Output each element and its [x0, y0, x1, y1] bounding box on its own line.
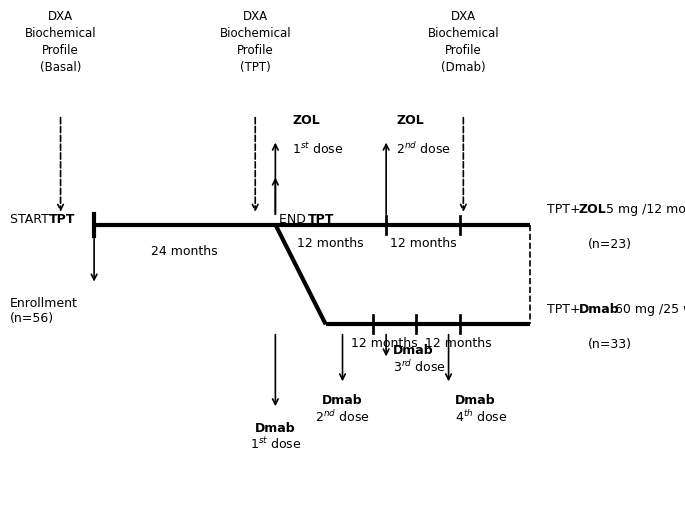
- Text: Dmab: Dmab: [322, 394, 363, 407]
- Text: START: START: [10, 213, 53, 226]
- Text: 1$^{st}$ dose: 1$^{st}$ dose: [249, 437, 301, 452]
- Text: DXA
Biochemical
Profile
(Basal): DXA Biochemical Profile (Basal): [25, 10, 97, 74]
- Text: 4$^{th}$ dose: 4$^{th}$ dose: [456, 409, 508, 425]
- Text: TPT: TPT: [49, 213, 75, 226]
- Text: ZOL: ZOL: [292, 115, 320, 127]
- Text: 12 months: 12 months: [351, 337, 418, 350]
- Text: Dmab: Dmab: [393, 344, 434, 357]
- Text: 2$^{nd}$ dose: 2$^{nd}$ dose: [315, 409, 370, 425]
- Text: 12 months: 12 months: [390, 237, 456, 250]
- Text: END: END: [279, 213, 310, 226]
- Text: 12 months: 12 months: [297, 237, 364, 250]
- Text: TPT+: TPT+: [547, 203, 581, 216]
- Text: 2$^{nd}$ dose: 2$^{nd}$ dose: [396, 142, 451, 157]
- Text: 1$^{st}$ dose: 1$^{st}$ dose: [292, 142, 344, 157]
- Text: Dmab: Dmab: [255, 421, 296, 435]
- Text: (n=33): (n=33): [588, 338, 632, 351]
- Text: ZOL: ZOL: [396, 115, 424, 127]
- Text: Dmab: Dmab: [456, 394, 496, 407]
- Text: TPT+: TPT+: [547, 303, 581, 316]
- Text: Dmab: Dmab: [579, 303, 619, 316]
- Text: 12 months: 12 months: [425, 337, 492, 350]
- Text: TPT: TPT: [308, 213, 335, 226]
- Text: DXA
Biochemical
Profile
(Dmab): DXA Biochemical Profile (Dmab): [427, 10, 499, 74]
- Text: Enrollment: Enrollment: [10, 297, 78, 310]
- Text: DXA
Biochemical
Profile
(TPT): DXA Biochemical Profile (TPT): [219, 10, 291, 74]
- Text: ZOL: ZOL: [579, 203, 606, 216]
- Text: 24 months: 24 months: [151, 244, 218, 258]
- Text: 5 mg /12 months: 5 mg /12 months: [602, 203, 685, 216]
- Text: 60 mg /25 ws: 60 mg /25 ws: [611, 303, 685, 316]
- Text: 3$^{rd}$ dose: 3$^{rd}$ dose: [393, 359, 446, 375]
- Text: (n=23): (n=23): [588, 238, 632, 251]
- Text: (n=56): (n=56): [10, 312, 54, 325]
